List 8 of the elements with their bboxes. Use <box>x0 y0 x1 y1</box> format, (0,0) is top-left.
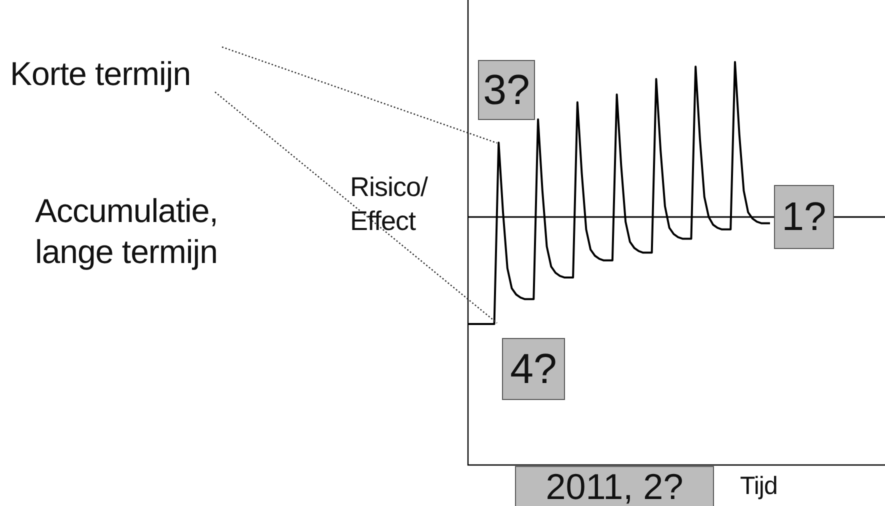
annotation: 3? <box>478 60 535 120</box>
text: Korte termijn <box>10 55 191 93</box>
text: 1? <box>774 185 834 249</box>
text: 4? <box>502 338 565 400</box>
text: Tijd <box>740 472 778 501</box>
text: 2011, 2? <box>515 466 714 506</box>
text: Accumulatie, lange termijn <box>35 191 219 272</box>
y-axis-title: Risico/ Effect <box>350 171 428 238</box>
